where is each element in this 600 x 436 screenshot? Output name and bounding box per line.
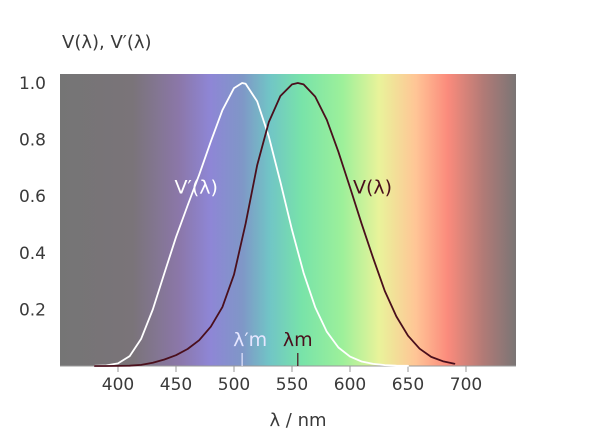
spectrum-background [60,74,516,366]
y-tick-label: 1.0 [19,74,46,94]
scotopic-curve [93,82,409,367]
x-tick-label: 450 [160,375,192,395]
y-axis-title: V(λ), V′(λ) [62,32,152,53]
series-layer [93,82,456,367]
photopic-peak-label: λm [283,329,313,351]
x-tick-label: 700 [450,375,482,395]
x-axis-title: λ / nm [269,410,326,431]
scotopic-peak-label: λ′m [233,329,267,351]
y-tick-label: 0.8 [19,131,46,151]
y-tick-label: 0.6 [19,187,46,207]
x-axis: 400 450 500 550 600 650 700 [60,365,516,395]
y-axis: 0.2 0.4 0.6 0.8 1.0 [19,74,46,320]
y-tick-label: 0.4 [19,244,46,264]
annotation-layer: V′(λ) V(λ) λ′m λm [175,177,392,366]
x-tick-label: 600 [334,375,366,395]
photopic-curve-label: V(λ) [353,177,392,199]
photopic-curve [93,82,456,367]
y-tick-label: 0.2 [19,300,46,320]
scotopic-curve-label: V′(λ) [175,177,218,199]
x-tick-label: 550 [276,375,308,395]
x-tick-label: 400 [102,375,134,395]
x-tick-label: 650 [392,375,424,395]
x-tick-label: 500 [218,375,250,395]
